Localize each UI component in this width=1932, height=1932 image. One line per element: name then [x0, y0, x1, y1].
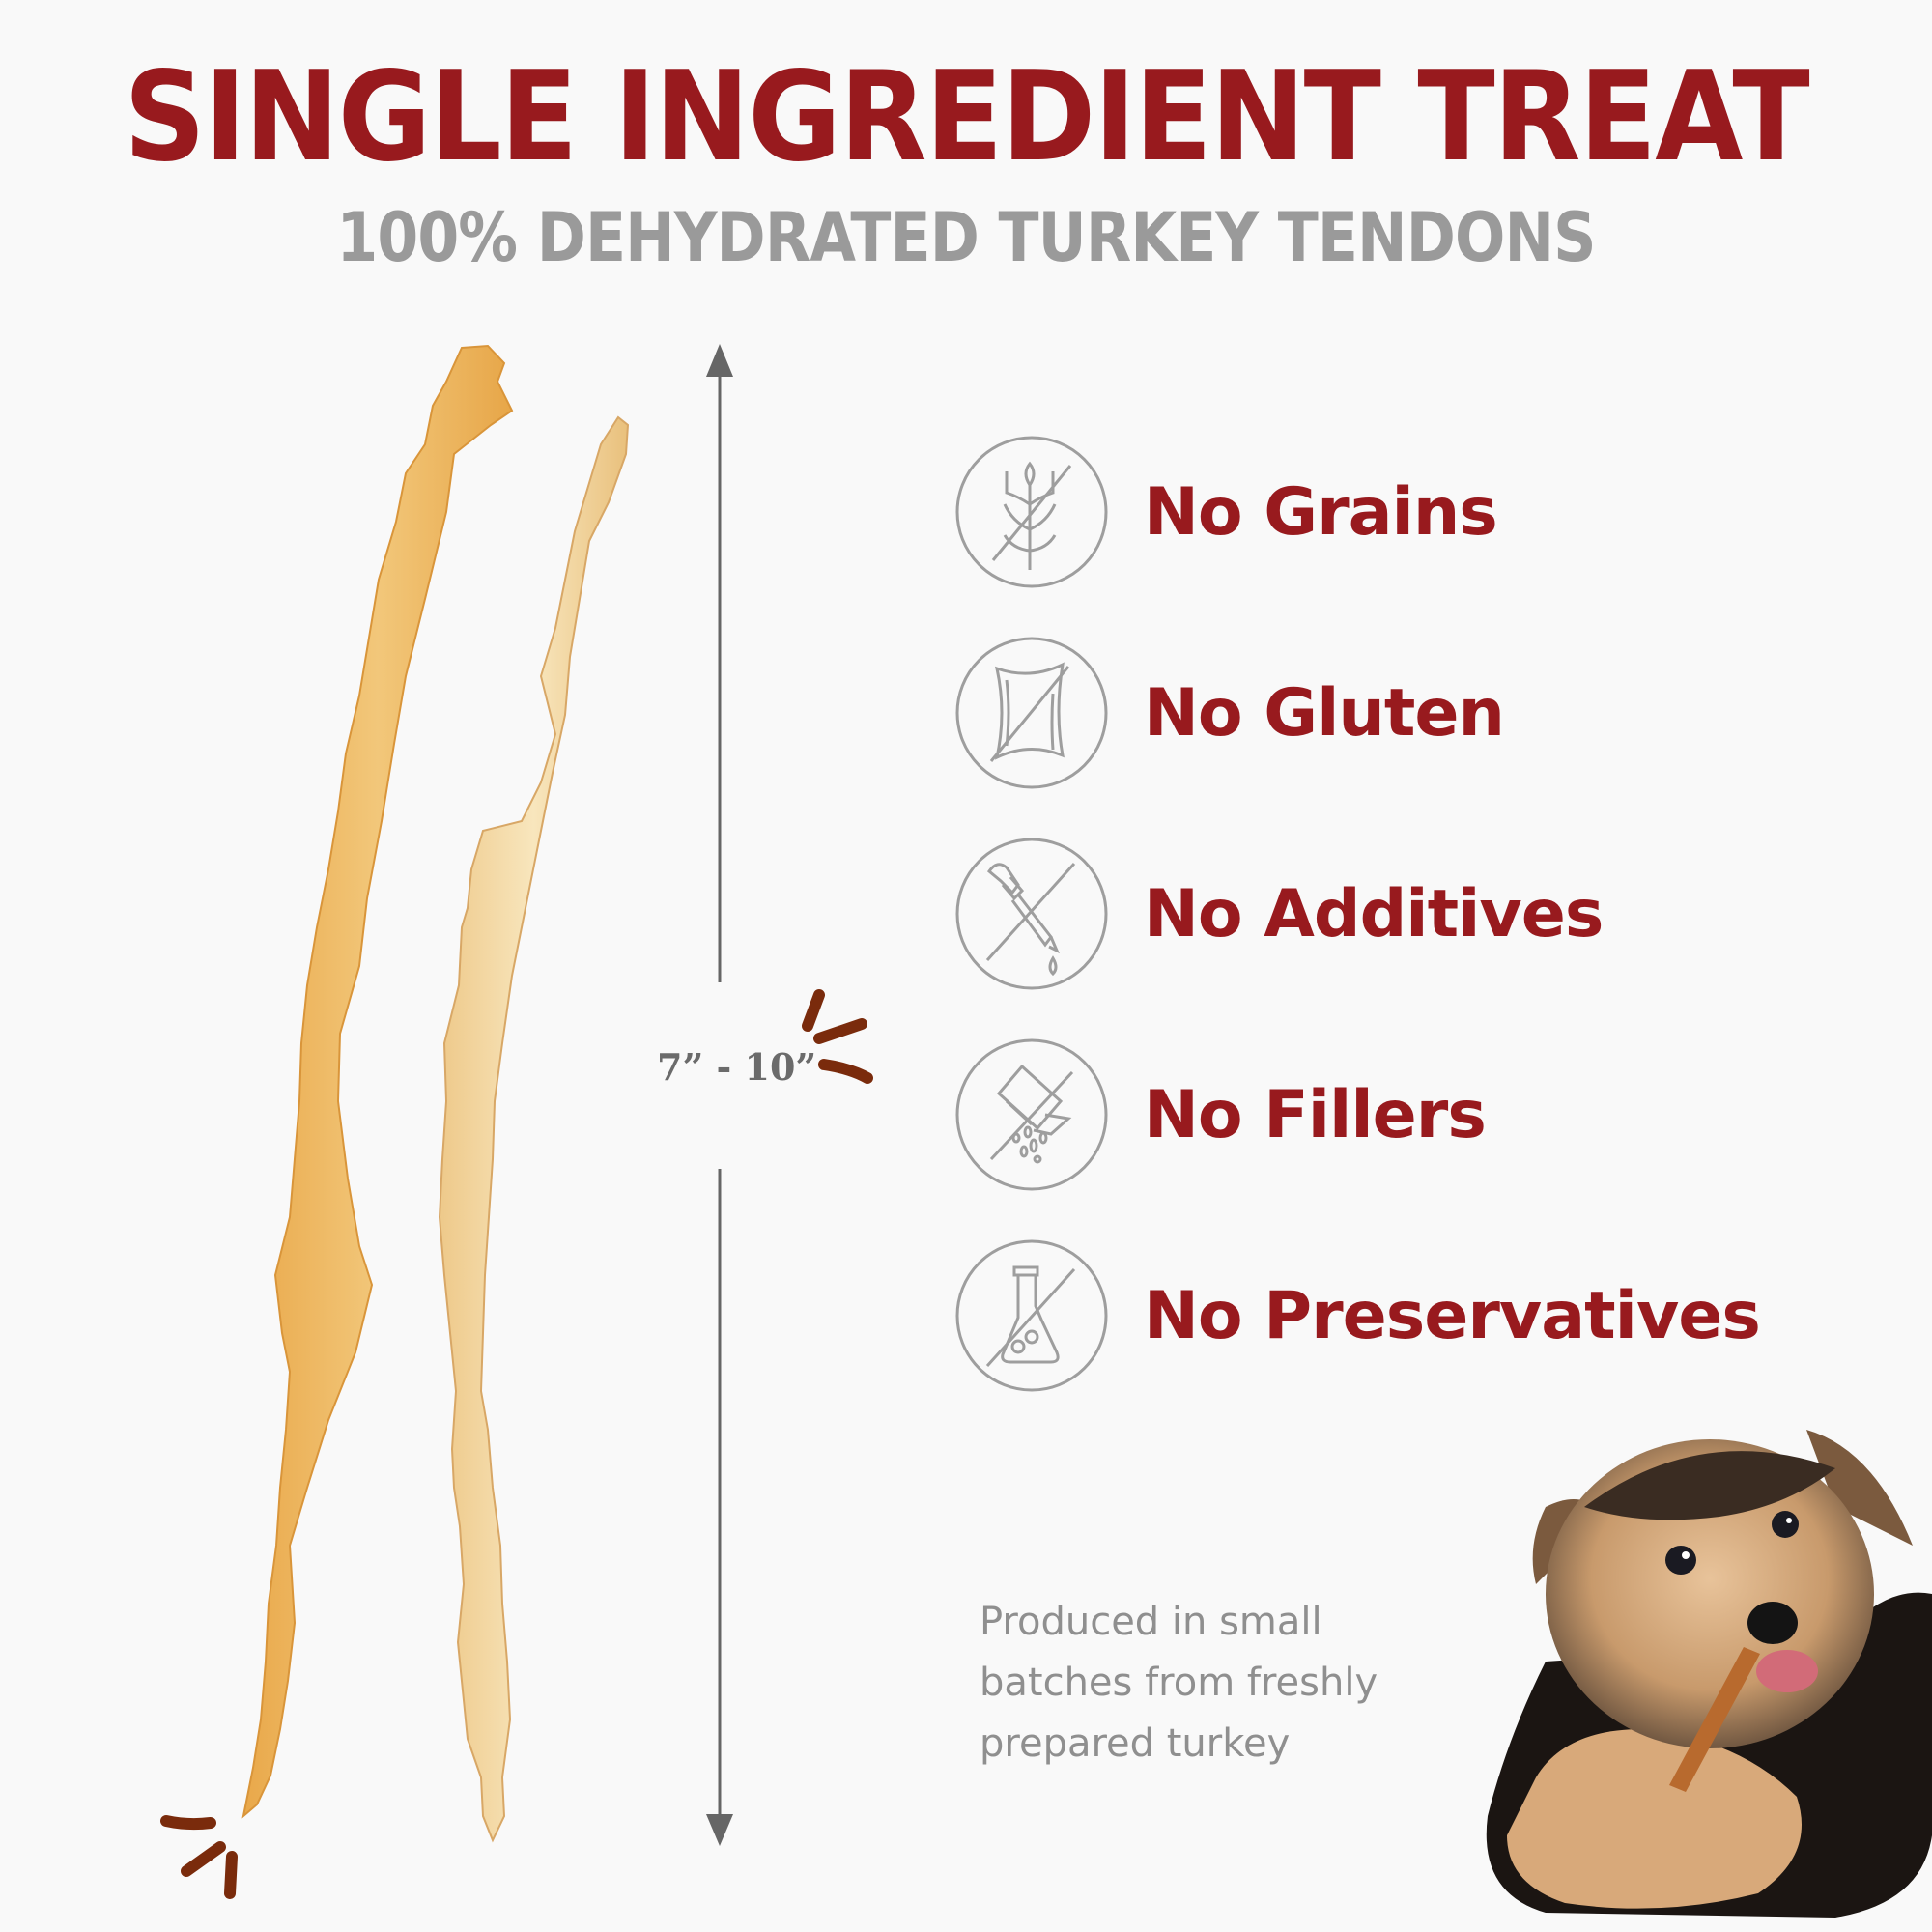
blurb-line: Produced in small: [980, 1600, 1322, 1644]
tendon-left-shape: [242, 344, 514, 1819]
tendons-image: [160, 344, 630, 1899]
no-gluten-icon: [955, 637, 1108, 789]
length-label: 7” - 10”: [657, 1045, 817, 1089]
arrow-up-icon: [706, 344, 733, 377]
no-preservatives-icon: [955, 1239, 1108, 1392]
blurb-line: batches from freshly: [980, 1661, 1378, 1705]
tendon-right-shape: [438, 415, 630, 1843]
arrow-down-icon: [706, 1814, 733, 1846]
feature-no-preservatives: No Preservatives: [954, 1238, 1920, 1393]
no-grains-icon: [955, 436, 1108, 588]
feature-label: No Preservatives: [1144, 1277, 1761, 1354]
page-title: SINGLE INGREDIENT TREAT: [124, 45, 1810, 189]
puppy-image: [1486, 1430, 1932, 1918]
feature-no-fillers: No Fillers: [954, 1037, 1920, 1192]
no-additives-icon: [955, 838, 1108, 990]
feature-label: No Gluten: [1144, 674, 1505, 752]
production-blurb: Produced in small batches from freshly p…: [980, 1592, 1443, 1775]
feature-no-gluten: No Gluten: [954, 636, 1920, 790]
feature-no-grains: No Grains: [954, 435, 1920, 589]
feature-label: No Fillers: [1144, 1076, 1487, 1153]
accent-marks-bottom-left: [160, 1815, 238, 1899]
accent-marks-label: [802, 989, 873, 1084]
feature-label: No Grains: [1144, 473, 1498, 551]
feature-label: No Additives: [1144, 875, 1604, 952]
measurement-arrow: [706, 344, 733, 1846]
blurb-line: prepared turkey: [980, 1721, 1291, 1766]
feature-no-additives: No Additives: [954, 837, 1920, 991]
page-subtitle: 100% DEHYDRATED TURKEY TENDONS: [336, 198, 1596, 277]
no-fillers-icon: [955, 1038, 1108, 1191]
